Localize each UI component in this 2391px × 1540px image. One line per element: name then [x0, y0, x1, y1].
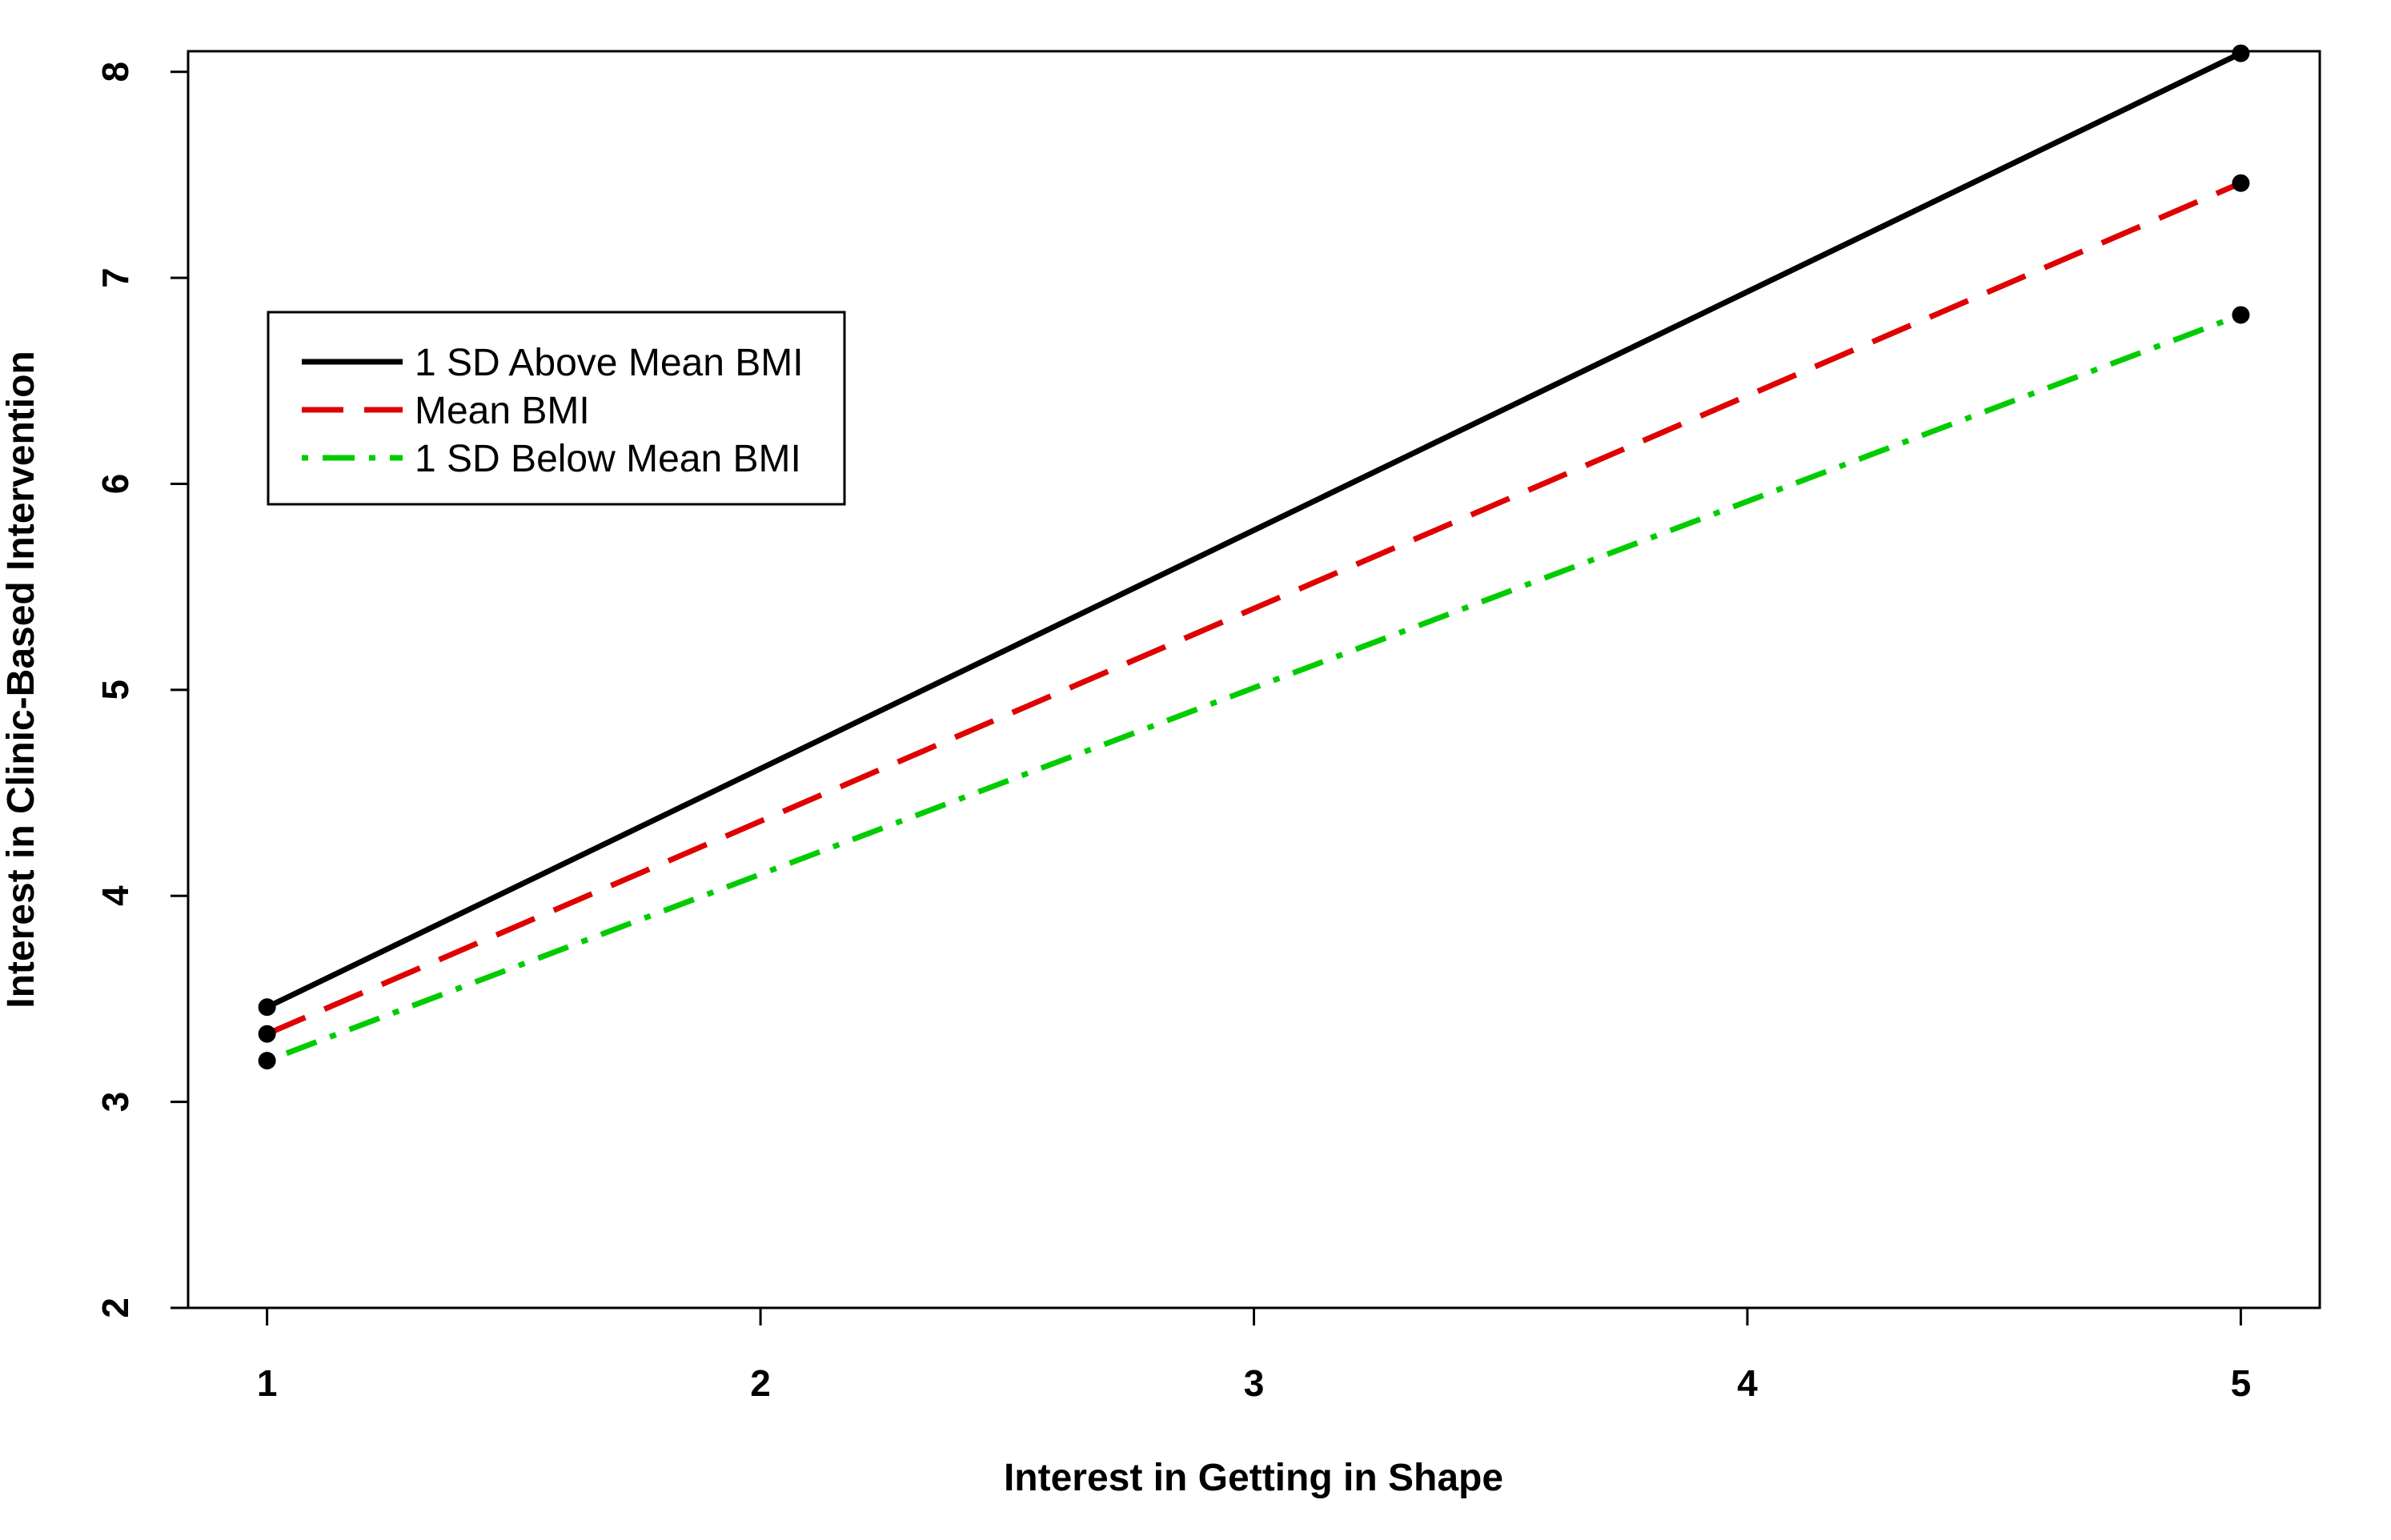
x-tick-label: 4 [1737, 1362, 1758, 1404]
y-tick-label: 5 [94, 680, 136, 700]
legend-label: Mean BMI [415, 390, 590, 432]
series-line-1 [266, 50, 2242, 1010]
x-axis-title: Interest in Getting in Shape [1004, 1457, 1503, 1499]
plot-frame [187, 50, 2321, 1309]
y-axis-title: Interest in Clinic-Based Intervention [0, 351, 42, 1008]
x-tick-label: 2 [750, 1362, 771, 1404]
x-tick-label: 5 [2231, 1362, 2252, 1404]
y-tick-label: 4 [94, 885, 136, 906]
y-tick-label: 3 [94, 1092, 136, 1113]
x-axis: 1 2 3 4 5 [257, 1306, 2252, 1404]
data-point [2232, 306, 2250, 324]
data-point [2232, 174, 2250, 192]
x-tick-label: 1 [257, 1362, 278, 1404]
y-axis: 2 3 4 5 6 7 8 [94, 62, 190, 1318]
series-line-3 [266, 312, 2242, 1064]
data-point [258, 1025, 276, 1043]
x-tick-label: 3 [1244, 1362, 1265, 1404]
y-tick-label: 6 [94, 474, 136, 495]
series-line-2 [266, 180, 2242, 1037]
data-point [258, 998, 276, 1017]
y-tick-label: 8 [94, 62, 136, 82]
series-layer [258, 44, 2250, 1070]
legend-label: 1 SD Above Mean BMI [415, 342, 804, 384]
y-tick-label: 7 [94, 267, 136, 288]
legend-label: 1 SD Below Mean BMI [415, 438, 801, 480]
legend: 1 SD Above Mean BMI Mean BMI 1 SD Below Me… [267, 311, 846, 506]
y-tick-label: 2 [94, 1297, 136, 1318]
data-point [2232, 44, 2250, 62]
data-point [258, 1052, 276, 1070]
